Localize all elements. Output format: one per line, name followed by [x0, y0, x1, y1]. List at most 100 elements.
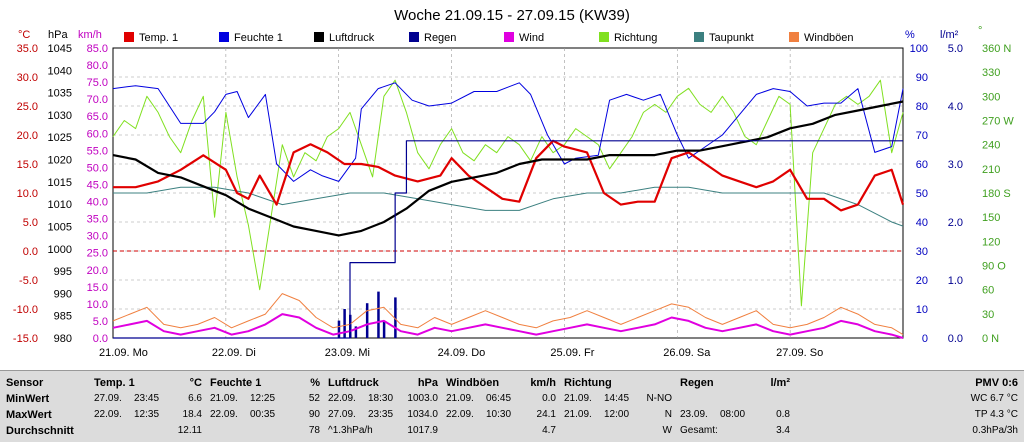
direction-tick-0: 360 N: [982, 43, 1011, 55]
stats-cell-date: 22.09.: [446, 409, 474, 420]
humidity-tick-3: 70: [916, 130, 928, 142]
rain-bar-0: [337, 320, 341, 338]
legend-label-6: Taupunkt: [709, 32, 754, 44]
humidity-tick-9: 10: [916, 304, 928, 316]
legend-label-7: Windböen: [804, 32, 854, 44]
stats-cell-time: 23:35: [368, 409, 394, 420]
wind-tick-1: 80.0: [87, 60, 108, 72]
legend-label-0: Temp. 1: [139, 32, 178, 44]
stats-cell-value: 1003.0: [407, 393, 438, 404]
humidity-tick-10: 0: [922, 333, 928, 345]
plot-area: [112, 79, 905, 339]
rain-bar-4: [365, 303, 369, 338]
legend-swatch-3: [409, 32, 419, 42]
pressure-tick-1: 1040: [48, 65, 72, 77]
x-label-4: 25.09. Fr: [550, 347, 594, 359]
wind-tick-10: 35.0: [87, 214, 108, 226]
wind-tick-17: 0.0: [93, 333, 108, 345]
series-richtung: [112, 79, 904, 307]
pressure-tick-13: 980: [54, 333, 72, 345]
humidity-tick-0: 100: [910, 43, 928, 55]
temp-tick-2: 25.0: [17, 101, 38, 113]
stats-cell-value: 1017.9: [407, 425, 438, 436]
stats-cell-date: 22.09.: [210, 409, 238, 420]
humidity-tick-5: 50: [916, 188, 928, 200]
pressure-tick-9: 1000: [48, 244, 72, 256]
stats-row-max-label: MaxWert: [6, 409, 52, 421]
wind-tick-2: 75.0: [87, 77, 108, 89]
stats-cell-value: 6.6: [188, 393, 202, 404]
stats-cell-value: 4.7: [542, 425, 556, 436]
stats-cell-value: N-NO: [646, 393, 672, 404]
direction-tick-8: 120: [982, 236, 1000, 248]
stats-cell-value: 52: [308, 393, 320, 404]
x-label-6: 27.09. So: [776, 347, 823, 359]
direction-tick-10: 60: [982, 285, 994, 297]
stats-col-header: Feuchte 1: [210, 377, 262, 389]
pressure-tick-4: 1025: [48, 132, 72, 144]
legend: Temp. 1 Feuchte 1 Luftdruck Regen Wind Richtu…: [124, 32, 854, 44]
wind-tick-13: 20.0: [87, 265, 108, 277]
direction-tick-12: 0 N: [982, 333, 999, 345]
wind-tick-9: 40.0: [87, 197, 108, 209]
series-windb-en: [112, 293, 904, 336]
stats-cell-value: W: [662, 425, 672, 436]
axis-unit-temp: °C: [18, 29, 30, 41]
stats-cell-date: 22.09.: [94, 409, 122, 420]
rain-tick-5: 0.0: [948, 333, 963, 345]
legend-swatch-5: [599, 32, 609, 42]
axis-unit-rain: l/m²: [940, 29, 959, 41]
stats-cell-date: 21.09.: [446, 393, 474, 404]
series-regen: [113, 140, 903, 339]
rain-tick-4: 1.0: [948, 275, 963, 287]
temp-tick-3: 20.0: [17, 130, 38, 142]
series-taupunkt: [113, 186, 904, 227]
stats-cell-value: 0.8: [776, 409, 790, 420]
humidity-tick-7: 30: [916, 246, 928, 258]
series-wind: [112, 313, 904, 339]
axis-unit-direction: °: [978, 25, 982, 37]
pressure-tick-5: 1020: [48, 155, 72, 167]
stats-cell-date: 27.09.: [328, 409, 356, 420]
legend-label-5: Richtung: [614, 32, 657, 44]
x-label-1: 22.09. Di: [212, 347, 256, 359]
wind-tick-4: 65.0: [87, 111, 108, 123]
direction-tick-7: 150: [982, 212, 1000, 224]
stats-cell-value: 0.0: [542, 393, 556, 404]
stats-cell-value: 18.4: [182, 409, 202, 420]
pmv-tp: TP 4.3 °C: [974, 409, 1018, 420]
humidity-tick-2: 80: [916, 101, 928, 113]
stats-cell-time: 18:30: [368, 393, 394, 404]
x-label-5: 26.09. Sa: [663, 347, 711, 359]
statistics-panel: Sensor MinWert MaxWert Durchschnitt Temp…: [0, 370, 1024, 442]
legend-label-2: Luftdruck: [329, 32, 375, 44]
legend-swatch-4: [504, 32, 514, 42]
wind-tick-0: 85.0: [87, 43, 108, 55]
pmv-header: PMV 0:6: [975, 377, 1018, 389]
pressure-tick-12: 985: [54, 311, 72, 323]
stats-cell-date: 21.09.: [210, 393, 238, 404]
axis-unit-wind: km/h: [78, 29, 102, 41]
stats-cell-date: 22.09.: [328, 393, 356, 404]
stats-col-header: Windböen: [446, 377, 500, 389]
rain-tick-2: 3.0: [948, 159, 963, 171]
stats-row-avg-label: Durchschnitt: [6, 425, 74, 437]
wind-tick-15: 10.0: [87, 299, 108, 311]
temp-tick-5: 10.0: [17, 188, 38, 200]
stats-cell-value: 90: [308, 409, 320, 420]
stats-cell-value: 78: [308, 425, 320, 436]
rain-bar-1: [343, 309, 346, 338]
stats-col-unit: km/h: [530, 377, 556, 389]
stats-cell-date: 21.09.: [564, 409, 592, 420]
pressure-tick-0: 1045: [48, 43, 72, 55]
direction-tick-4: 240: [982, 140, 1000, 152]
grid: [112, 47, 904, 339]
stats-cell-time: 14:45: [604, 393, 630, 404]
wind-tick-8: 45.0: [87, 179, 108, 191]
pressure-tick-6: 1015: [48, 177, 72, 189]
pmv-trend: 0.3hPa/3h: [972, 425, 1018, 436]
stats-cell-date: ^1.3hPa/h: [328, 425, 373, 436]
wind-tick-3: 70.0: [87, 94, 108, 106]
stats-col-unit: °C: [189, 377, 202, 389]
stats-col-header: Richtung: [564, 377, 612, 389]
